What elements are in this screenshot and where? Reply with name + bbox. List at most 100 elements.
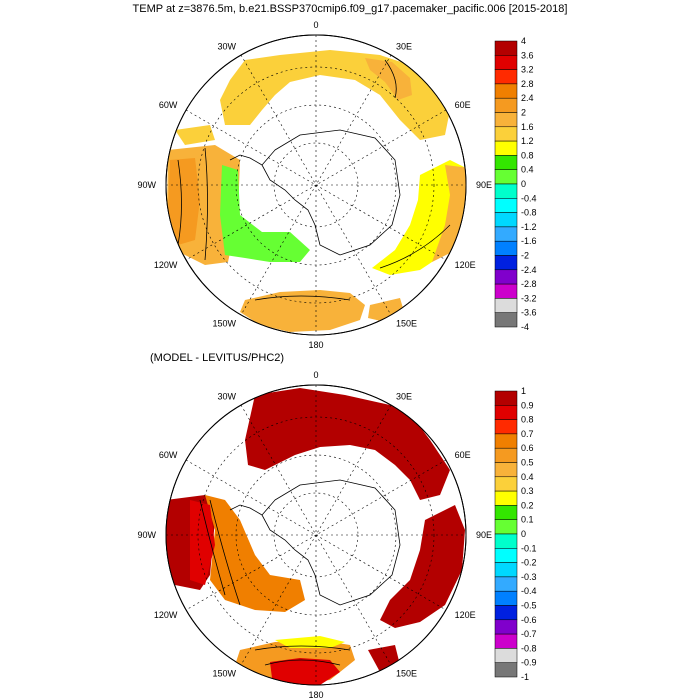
- temperature-colorbar-swatch: [494, 255, 518, 271]
- bottom-colorbar: 1 0.9 0.8 0.7 0.6 0.5 0.4 0.3 0.2 0.1 0 -0.1 -0.2 -0.…: [494, 386, 537, 682]
- temperature-colorbar-swatch: [494, 140, 518, 156]
- temperature-colorbar-swatch: [494, 198, 518, 213]
- temperature-colorbar-label: 3.2: [521, 65, 534, 75]
- top-lon-label: 30E: [396, 41, 412, 51]
- temperature-colorbar-swatch: [494, 269, 518, 285]
- difference-colorbar-swatch: [494, 405, 518, 420]
- temperature-colorbar-swatch: [494, 40, 518, 56]
- bottom-lon-label: 60W: [159, 450, 178, 460]
- top-lon-label: 30W: [217, 41, 236, 51]
- difference-colorbar-swatch: [494, 619, 518, 635]
- bottom-lon-label: 180: [308, 690, 323, 700]
- temperature-colorbar-label: 2.4: [521, 93, 534, 103]
- panel-subtitle: (MODEL - LEVITUS/PHC2): [150, 352, 285, 364]
- top-field-indian-orange: [432, 165, 466, 262]
- bottom-field-indian: [380, 505, 465, 628]
- top-field-south: [240, 290, 365, 332]
- difference-colorbar-swatch: [494, 548, 518, 563]
- bottom-lon-label: 120W: [154, 610, 178, 620]
- difference-colorbar-label: -0.3: [521, 572, 537, 582]
- difference-colorbar-swatch: [494, 533, 518, 549]
- bottom-field-atlantic: [245, 388, 450, 500]
- top-map: [165, 34, 467, 336]
- bottom-lon-label: 60E: [455, 450, 471, 460]
- temperature-colorbar-label: 0: [521, 179, 526, 189]
- temperature-colorbar-swatch: [494, 112, 518, 128]
- bottom-lon-label: 30E: [396, 391, 412, 401]
- temperature-colorbar-swatch: [494, 69, 518, 85]
- difference-colorbar-label: 0.4: [521, 472, 534, 482]
- difference-colorbar-swatch: [494, 419, 518, 435]
- top-field-pacific-core: [168, 158, 200, 245]
- difference-colorbar-swatch: [494, 605, 518, 621]
- difference-colorbar-swatch: [494, 633, 518, 649]
- bottom-lon-label: 150E: [396, 669, 417, 679]
- temperature-colorbar-swatch: [494, 55, 518, 70]
- difference-colorbar-label: 0: [521, 529, 526, 539]
- temperature-colorbar-swatch: [494, 126, 518, 142]
- top-contour-2: [177, 159, 182, 246]
- bottom-lon-label: 0: [313, 370, 318, 380]
- temperature-colorbar-label: 1.2: [521, 136, 534, 146]
- bottom-longitude-labels: 0 30E 60E 90E 120E 150E 180 150W 120W 90W 60W 30W: [137, 370, 492, 700]
- difference-colorbar-label: -0.8: [521, 643, 537, 653]
- bottom-contour-2: [199, 499, 226, 596]
- difference-colorbar-label: 0.8: [521, 415, 534, 425]
- top-lon-label: 90E: [476, 180, 492, 190]
- bottom-field-south-red: [270, 658, 340, 685]
- figure-title: TEMP at z=3876.5m, b.e21.BSSP370cmip6.f0…: [132, 3, 568, 15]
- temperature-colorbar-label: -3.6: [521, 308, 537, 318]
- temperature-colorbar-swatch: [494, 283, 518, 299]
- difference-colorbar-label: -0.6: [521, 615, 537, 625]
- difference-colorbar-swatch: [494, 505, 518, 520]
- bottom-field-west-orange: [205, 495, 305, 612]
- top-contour-3: [384, 59, 397, 99]
- bottom-contour-4: [264, 659, 341, 666]
- temperature-colorbar-label: -0.4: [521, 193, 537, 203]
- top-field-green: [220, 165, 310, 262]
- difference-colorbar-swatch: [494, 390, 518, 406]
- bottom-contour-3: [254, 645, 351, 651]
- difference-colorbar-label: 0.5: [521, 458, 534, 468]
- difference-colorbar-swatch: [494, 590, 518, 606]
- temperature-colorbar-swatch: [494, 155, 518, 170]
- bottom-lon-label: 30W: [217, 391, 236, 401]
- temperature-colorbar-label: -3.2: [521, 293, 537, 303]
- difference-colorbar-swatch: [494, 562, 518, 578]
- bottom-lon-label: 90E: [476, 530, 492, 540]
- top-lon-label: 0: [313, 20, 318, 30]
- top-lon-label: 150W: [212, 319, 236, 329]
- top-peninsula: [229, 154, 263, 166]
- temperature-colorbar-swatch: [494, 169, 518, 185]
- temperature-colorbar-label: -0.8: [521, 208, 537, 218]
- bottom-field-west-red2: [190, 500, 215, 585]
- difference-colorbar-label: -0.5: [521, 601, 537, 611]
- difference-colorbar-label: 0.9: [521, 400, 534, 410]
- temperature-colorbar-label: 2: [521, 108, 526, 118]
- top-antarctica: [261, 129, 401, 256]
- temperature-colorbar-swatch: [494, 240, 518, 256]
- top-contour-1: [204, 147, 208, 261]
- top-lon-label: 180: [308, 340, 323, 350]
- difference-colorbar-label: 0.6: [521, 443, 534, 453]
- temperature-colorbar-swatch: [494, 183, 518, 199]
- difference-colorbar-swatch: [494, 648, 518, 663]
- top-lon-label: 60W: [159, 100, 178, 110]
- difference-colorbar-label: 0.3: [521, 486, 534, 496]
- bottom-map-fields: [166, 385, 466, 685]
- bottom-lon-label: 120E: [455, 610, 476, 620]
- top-contour-5: [254, 295, 351, 301]
- bottom-peninsula: [229, 504, 263, 516]
- temperature-colorbar-label: 3.6: [521, 50, 534, 60]
- top-lon-label: 120E: [455, 260, 476, 270]
- difference-colorbar-swatch: [494, 490, 518, 506]
- temperature-colorbar-label: 1.6: [521, 122, 534, 132]
- temperature-colorbar-label: -4: [521, 322, 529, 332]
- bottom-lon-label: 90W: [137, 530, 156, 540]
- difference-colorbar-swatch: [494, 433, 518, 449]
- temperature-colorbar-swatch: [494, 83, 518, 99]
- top-longitude-labels: 0 30E 60E 90E 120E 150E 180 150W 120W 90W 60W 30W: [137, 20, 492, 350]
- top-lon-label: 120W: [154, 260, 178, 270]
- difference-colorbar-swatch: [494, 476, 518, 492]
- temperature-colorbar-label: -2.4: [521, 265, 537, 275]
